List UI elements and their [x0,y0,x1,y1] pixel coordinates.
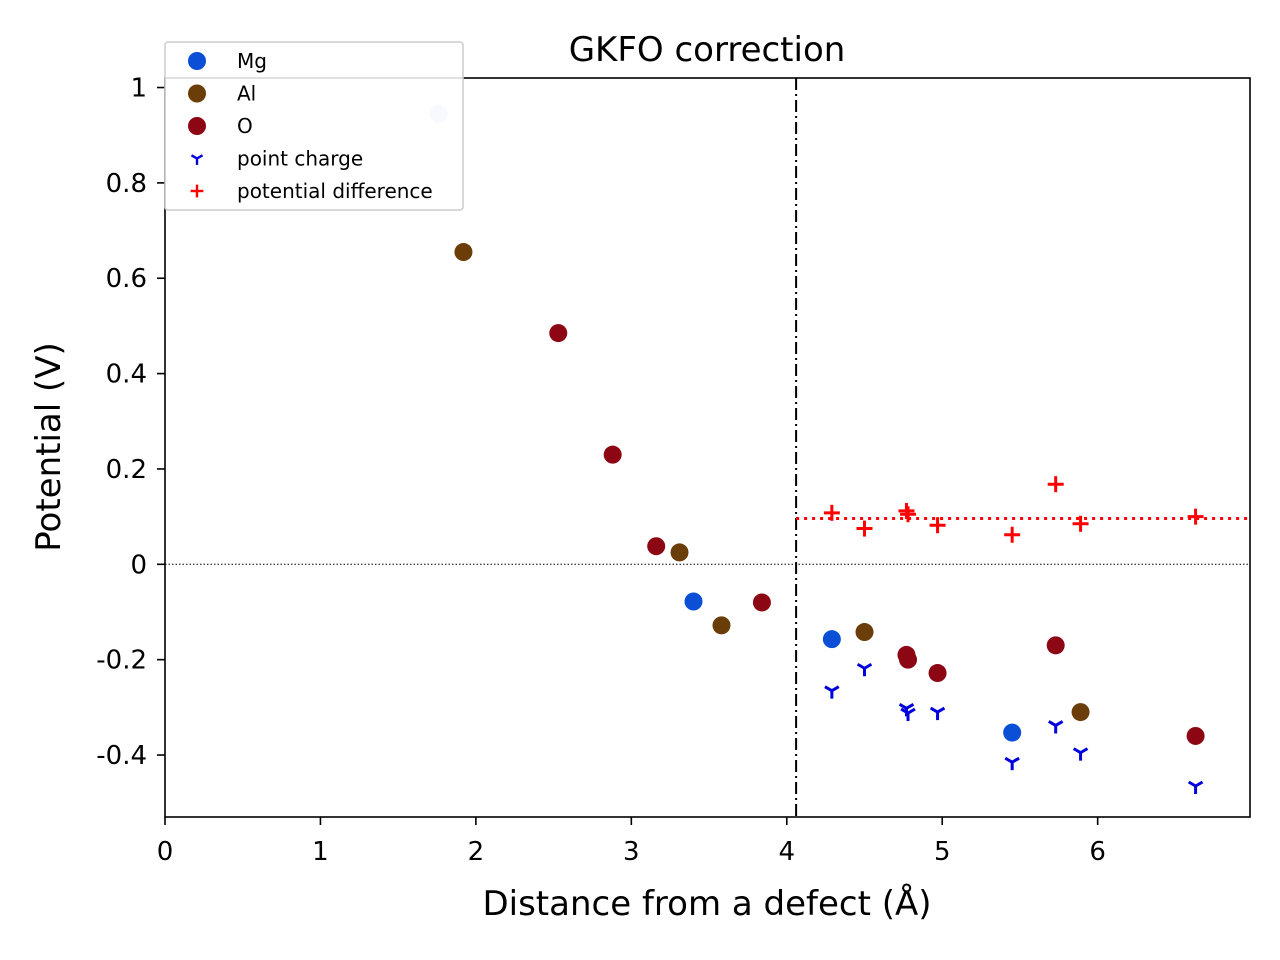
legend-label: Mg [237,49,267,73]
data-point [929,517,946,534]
legend-entry: Mg [188,49,267,73]
legend-entry: potential difference [190,179,433,203]
data-point [900,707,916,722]
data-point [1004,756,1020,771]
legend-box [164,41,464,211]
x-tick-label: 3 [623,837,640,867]
data-point [1186,726,1205,745]
x-tick-label: 0 [157,837,174,867]
data-point [856,520,873,537]
x-tick-label: 4 [779,837,796,867]
data-point [1004,526,1021,543]
data-point [1187,780,1204,795]
legend-entry: O [188,114,253,138]
y-tick-label: -0.4 [96,741,147,771]
data-point [712,616,731,635]
legend-marker [188,84,206,103]
data-point [670,543,689,562]
data-point [855,623,874,642]
x-tick-label: 1 [312,837,329,867]
x-tick-label: 6 [1089,837,1106,867]
data-point [824,685,840,699]
data-point [899,650,918,669]
data-point [603,445,622,464]
data-point [1072,747,1089,761]
y-tick-label: 1 [130,74,147,104]
data-point [856,662,873,677]
legend-label: point charge [237,147,363,171]
data-point [1003,723,1022,742]
data-point [1187,508,1204,525]
plot-frame [164,77,1251,818]
y-tick-label: 0.6 [106,264,147,294]
y-tick-label: -0.2 [96,646,147,676]
data-point [1048,720,1064,734]
data-point [929,706,946,721]
legend-label: potential difference [237,179,433,203]
data-point [1046,636,1065,655]
data-point [1072,515,1089,532]
data-point [898,502,915,519]
data-point [900,506,917,523]
x-tick-label: 2 [468,837,485,867]
series-o [549,324,1205,745]
x-tick-label: 5 [934,837,951,867]
series-al [454,243,1090,722]
legend-marker [190,154,204,165]
legend-label: O [237,114,253,138]
data-point [928,664,947,683]
legend-marker [188,117,206,135]
x-axis-label: Distance from a defect (Å) [482,883,931,924]
legend-entry: point charge [190,147,363,171]
data-point [549,324,568,343]
legend-marker [188,52,206,70]
legend-label: Al [237,82,256,106]
y-axis-label: Potential (V) [29,342,69,552]
series-point-charge [824,662,1204,795]
data-point [1047,476,1064,493]
y-tick-label: 0.2 [106,455,147,485]
y-tick-label: 0.4 [106,360,147,390]
chart-title: GKFO correction [569,30,846,70]
data-point [1071,703,1090,722]
data-point [822,630,841,649]
data-point [454,243,473,262]
legend-entry: Al [188,82,256,106]
data-point [684,592,703,611]
legend-marker [190,184,204,198]
series-mg [429,104,1022,742]
data-point [647,537,666,556]
data-point [823,504,840,521]
plot-area: 0 1 2 3 4 5 6 1 0.8 0.6 0.4 0.2 0 -0.2 -0.4 [96,74,1251,867]
y-tick-label: 0 [130,550,147,580]
y-tick-label: 0.8 [106,169,147,199]
data-point [752,593,771,612]
series-potential-difference [823,476,1204,543]
